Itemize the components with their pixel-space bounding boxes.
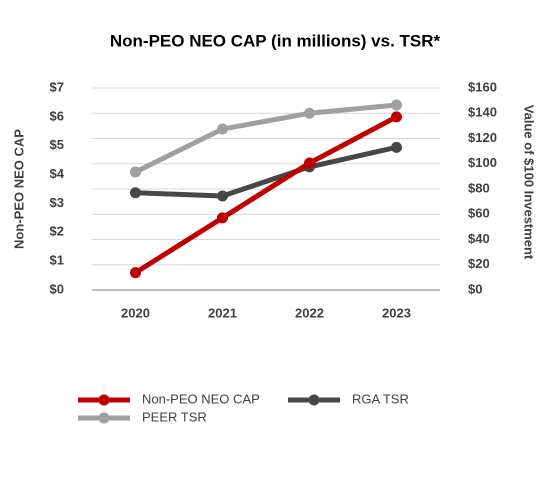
y-tick-label: $6 xyxy=(50,108,64,123)
y2-tick-label: $140 xyxy=(468,105,497,120)
data-point xyxy=(304,157,315,169)
y2-tick-label: $100 xyxy=(468,155,497,170)
y2-tick-label: $0 xyxy=(468,281,482,296)
legend-marker xyxy=(308,394,320,406)
series-line xyxy=(134,102,397,175)
y2-tick-label: $20 xyxy=(468,256,490,271)
data-point xyxy=(391,99,402,111)
data-point xyxy=(130,267,141,279)
legend-label: PEER TSR xyxy=(142,409,207,424)
x-tick-label: 2021 xyxy=(208,305,237,320)
y2-tick-label: $120 xyxy=(468,130,497,145)
legend-marker xyxy=(98,412,110,424)
data-point xyxy=(391,141,402,153)
chart-title: Non-PEO NEO CAP (in millions) vs. TSR* xyxy=(110,31,441,50)
y2-tick-label: $60 xyxy=(468,206,490,221)
legend-marker xyxy=(98,394,110,406)
x-tick-label: 2022 xyxy=(295,305,324,320)
y-tick-label: $3 xyxy=(50,195,64,210)
x-tick-label: 2023 xyxy=(382,305,411,320)
y-tick-label: $1 xyxy=(50,253,64,268)
y2-tick-label: $80 xyxy=(468,180,490,195)
y2-axis-title: Value of $100 Investment xyxy=(522,105,537,260)
data-point xyxy=(130,187,141,199)
legend-label: RGA TSR xyxy=(352,391,409,406)
data-point xyxy=(304,107,315,119)
data-point xyxy=(391,111,402,123)
y2-tick-label: $40 xyxy=(468,231,490,246)
y-axis-title: Non-PEO NEO CAP xyxy=(11,129,26,249)
y-tick-label: $4 xyxy=(50,166,65,181)
data-point xyxy=(217,123,228,135)
legend-label: Non-PEO NEO CAP xyxy=(142,391,260,406)
y2-tick-label: $160 xyxy=(468,79,497,94)
y-tick-label: $2 xyxy=(50,224,64,239)
series-line xyxy=(134,114,398,275)
y-tick-label: $7 xyxy=(50,79,64,94)
data-point xyxy=(217,190,228,202)
data-point xyxy=(217,212,228,224)
data-point xyxy=(130,166,141,178)
x-tick-label: 2020 xyxy=(121,305,150,320)
series-line xyxy=(135,144,398,199)
y-tick-label: $5 xyxy=(50,137,64,152)
y-tick-label: $0 xyxy=(50,281,64,296)
